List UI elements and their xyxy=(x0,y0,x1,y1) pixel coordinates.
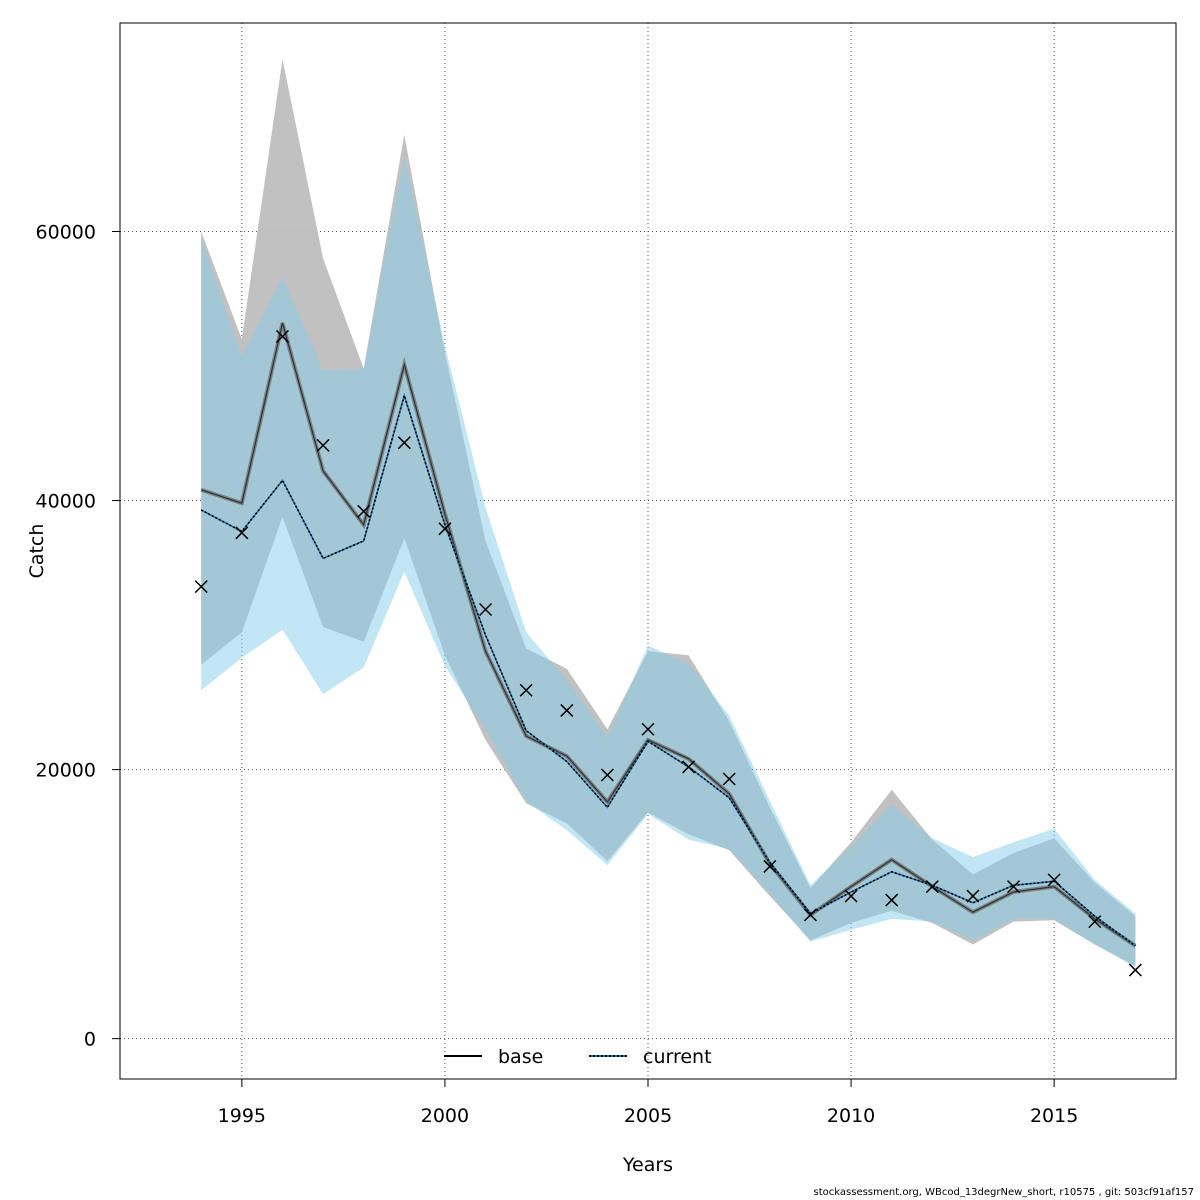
y-tick-label: 60000 xyxy=(36,222,96,244)
observed-point xyxy=(194,580,208,594)
legend: base current xyxy=(444,1046,712,1068)
observed-point xyxy=(966,889,980,903)
observed-point xyxy=(479,602,493,617)
x-tick-label: 2015 xyxy=(1030,1105,1078,1127)
observed-point xyxy=(682,760,696,774)
observed-point xyxy=(235,526,249,540)
y-tick-label: 0 xyxy=(84,1029,96,1051)
x-tick-label: 2010 xyxy=(827,1105,875,1127)
series-lines xyxy=(200,322,1137,948)
grid xyxy=(120,23,1176,1079)
observed-point xyxy=(438,522,452,536)
observed-point xyxy=(1128,963,1142,977)
legend-label-current: current xyxy=(643,1046,712,1068)
x-tick-label: 2000 xyxy=(421,1105,469,1127)
observed-point xyxy=(803,908,817,922)
observed-point xyxy=(275,329,289,343)
observed-point xyxy=(397,436,411,450)
band-current xyxy=(201,156,1136,968)
observed-point xyxy=(1047,873,1061,887)
legend-label-base: base xyxy=(498,1046,543,1068)
footer-caption: stockassessment.org, WBcod_13degrNew_sho… xyxy=(813,1187,1194,1198)
observed-point xyxy=(1088,915,1102,929)
observed-point xyxy=(519,683,533,697)
observed-point xyxy=(357,504,371,518)
x-axis-title: Years xyxy=(622,1154,673,1176)
observed-point xyxy=(763,859,777,873)
y-tick-label: 40000 xyxy=(36,491,96,513)
x-tick-label: 2005 xyxy=(624,1105,672,1127)
observed-points xyxy=(194,329,1142,977)
observed-point xyxy=(885,893,899,907)
observed-point xyxy=(560,703,574,717)
observed-point xyxy=(925,880,939,894)
axis-ticks: 1995 2000 2005 2010 2015 0 20000 40000 60000 xyxy=(36,222,1079,1127)
x-tick-label: 1995 xyxy=(218,1105,266,1127)
y-tick-label: 20000 xyxy=(36,760,96,782)
line-current xyxy=(200,392,1136,947)
observed-point xyxy=(316,438,330,452)
y-axis-title: Catch xyxy=(26,524,48,579)
observed-point xyxy=(641,722,655,736)
observed-point xyxy=(722,772,736,786)
observed-point xyxy=(844,889,858,903)
observed-point xyxy=(600,768,614,782)
confidence-bands xyxy=(201,59,1136,968)
line-base xyxy=(201,322,1136,947)
observed-point xyxy=(1007,880,1021,894)
